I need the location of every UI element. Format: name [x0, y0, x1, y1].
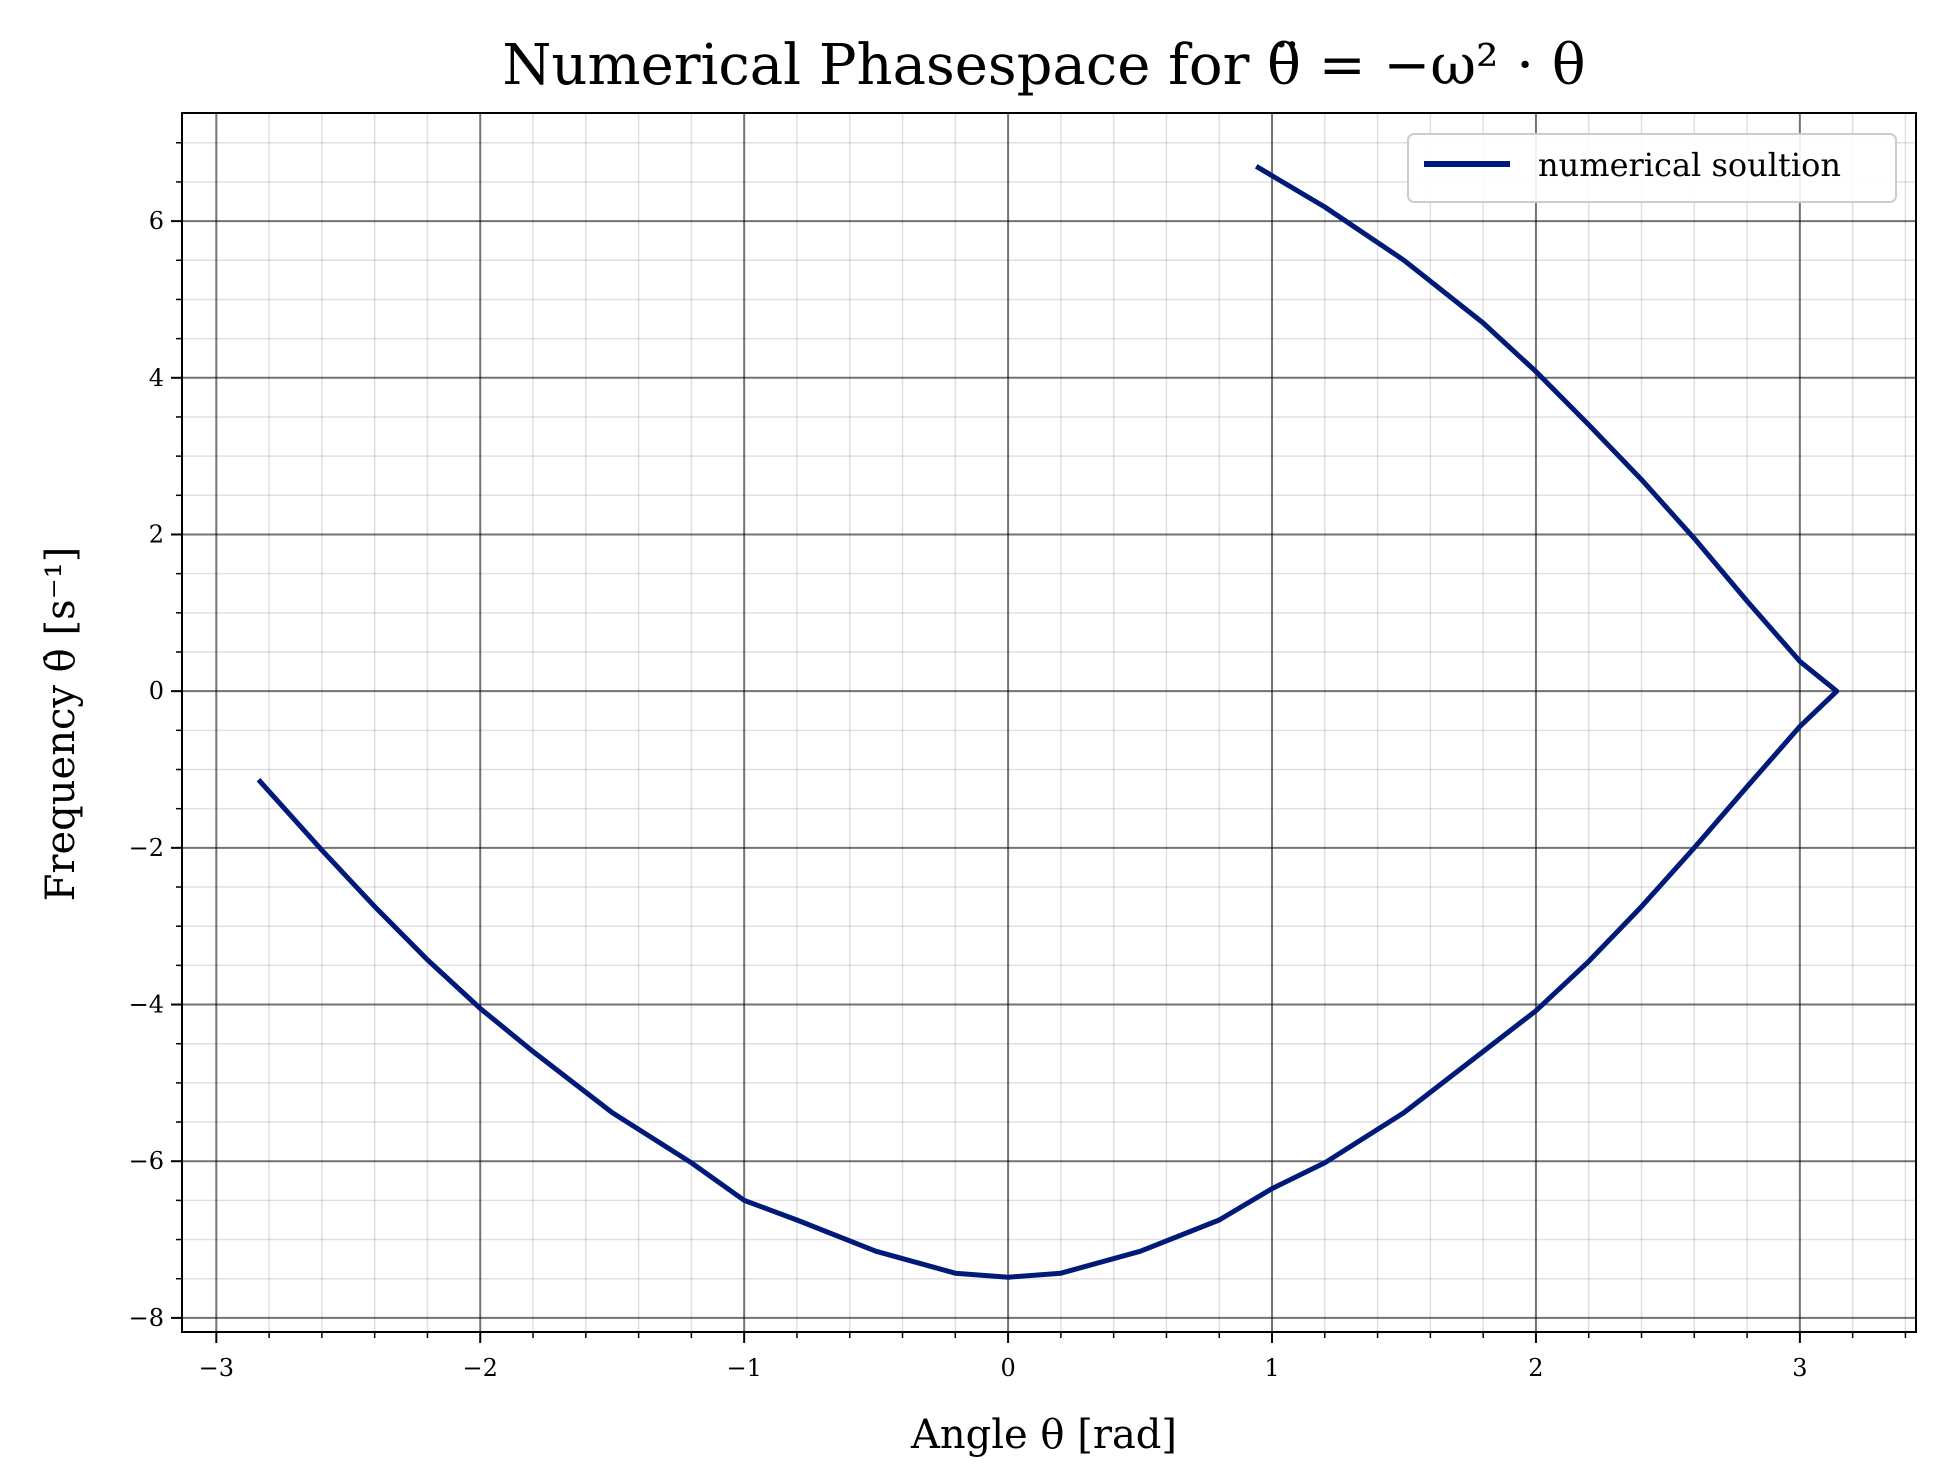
chart-title: Numerical Phasespace for θ̈ = −ω² · θ	[502, 33, 1585, 98]
y-tick-label: −4	[129, 991, 164, 1019]
plot-frame	[181, 112, 1917, 1333]
legend: numerical soultion	[1407, 133, 1897, 203]
series-layer	[256, 164, 1840, 1280]
legend-box	[1407, 133, 1897, 203]
x-tick-label: −2	[463, 1354, 498, 1382]
x-tick-label: 1	[1264, 1354, 1279, 1382]
y-tick-label: −6	[129, 1147, 164, 1175]
y-axis-label: Frequency θ̇ [s⁻¹]	[38, 547, 84, 902]
y-tick-label: −8	[129, 1304, 164, 1332]
y-tick-label: 0	[149, 677, 164, 705]
x-tick-label: −3	[199, 1354, 234, 1382]
x-axis-ticks: −3 −2 −1 0 1 2 3	[199, 1332, 1907, 1382]
x-axis-label: Angle θ [rad]	[910, 1412, 1177, 1458]
y-tick-label: −2	[129, 834, 164, 862]
series-line	[256, 164, 1840, 1280]
y-tick-label: 4	[149, 364, 164, 392]
x-tick-label: 2	[1528, 1354, 1543, 1382]
legend-label: numerical soultion	[1538, 146, 1841, 184]
major-grid	[182, 113, 1916, 1332]
x-tick-label: 0	[1000, 1354, 1015, 1382]
y-tick-label: 2	[149, 520, 164, 548]
y-axis-ticks: −8 −6 −4 −2 0 2 4 6	[129, 142, 182, 1332]
minor-grid	[182, 113, 1916, 1332]
x-tick-label: 3	[1792, 1354, 1807, 1382]
y-tick-label: 6	[149, 207, 164, 235]
x-tick-label: −1	[726, 1354, 761, 1382]
